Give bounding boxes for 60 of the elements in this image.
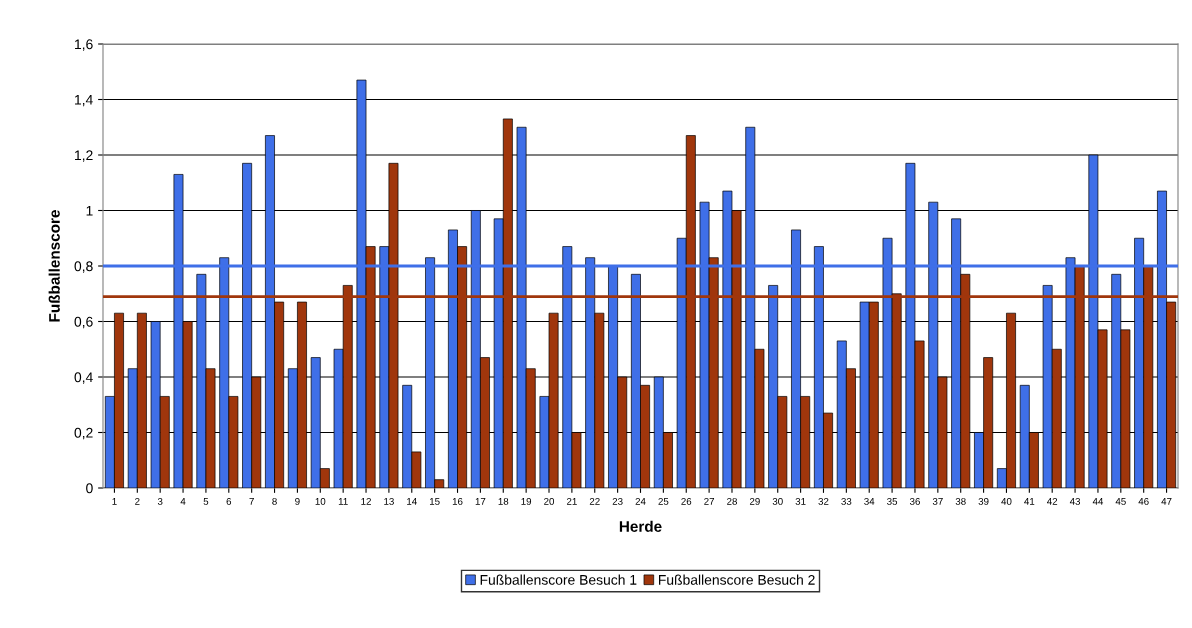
x-tick-label: 19 [521,497,532,505]
x-tick-label: 9 [295,497,300,505]
y-axis-title: Fußballenscore [48,210,60,322]
x-tick-label: 36 [909,497,920,505]
x-tick-label: 28 [727,497,737,505]
y-tick-label: 1,4 [75,94,93,107]
x-tick-label: 26 [681,497,692,505]
x-tick-label: 40 [1001,497,1012,505]
x-tick-label: 23 [612,497,623,505]
x-tick-label: 27 [704,497,715,505]
x-tick-label: 31 [795,497,806,505]
x-tick-label: 25 [658,497,669,505]
x-tick-label: 39 [978,497,989,505]
x-tick-label: 37 [932,497,943,505]
y-tick-label: 0,2 [74,427,93,440]
y-tick-label: 0,6 [74,316,93,329]
x-tick-label: 13 [384,497,394,505]
x-tick-label: 8 [272,497,277,505]
x-tick-label: 32 [818,497,829,505]
x-tick-label: 35 [887,497,898,505]
y-tick-label: 1,6 [75,39,93,51]
x-tick-label: 5 [203,498,209,505]
x-tick-label: 6 [226,497,232,505]
x-tick-label: 12 [361,497,371,505]
x-tick-label: 14 [407,498,417,505]
legend-label: Fußballenscore Besuch 1 [480,574,637,585]
y-tick-label: 0,8 [74,261,93,273]
x-tick-label: 20 [544,497,555,505]
x-tick-label: 43 [1069,497,1081,505]
x-tick-label: 38 [955,497,966,505]
x-tick-label: 15 [429,498,440,505]
x-tick-label: 3 [157,497,163,505]
legend-label: Fußballenscore Besuch 2 [659,574,815,585]
y-tick-label: 0,4 [74,372,93,384]
x-tick-label: 1 [112,498,117,505]
x-tick-label: 47 [1161,498,1172,505]
y-tick-label: 0 [86,483,93,494]
x-tick-label: 44 [1092,498,1104,505]
x-tick-label: 16 [452,497,463,505]
x-tick-label: 18 [498,497,509,505]
x-tick-label: 46 [1138,497,1149,505]
y-tick-label: 1,2 [75,150,93,162]
x-tick-label: 22 [589,497,600,505]
x-tick-label: 10 [315,497,326,505]
x-tick-label: 34 [864,497,875,505]
x-tick-label: 45 [1115,498,1126,505]
x-tick-label: 2 [135,497,140,505]
x-tick-label: 30 [772,497,783,505]
x-tick-label: 42 [1047,497,1058,505]
x-tick-label: 24 [635,497,646,505]
x-axis-title: Herde [619,520,662,532]
x-tick-label: 33 [841,497,852,505]
x-tick-label: 11 [338,498,348,505]
x-tick-label: 17 [475,498,486,505]
x-tick-label: 41 [1024,498,1035,505]
y-tick-label: 1 [86,205,93,216]
x-tick-label: 7 [249,498,254,505]
x-tick-label: 4 [180,498,186,505]
x-tick-label: 29 [749,497,760,505]
x-tick-label: 21 [566,497,577,505]
